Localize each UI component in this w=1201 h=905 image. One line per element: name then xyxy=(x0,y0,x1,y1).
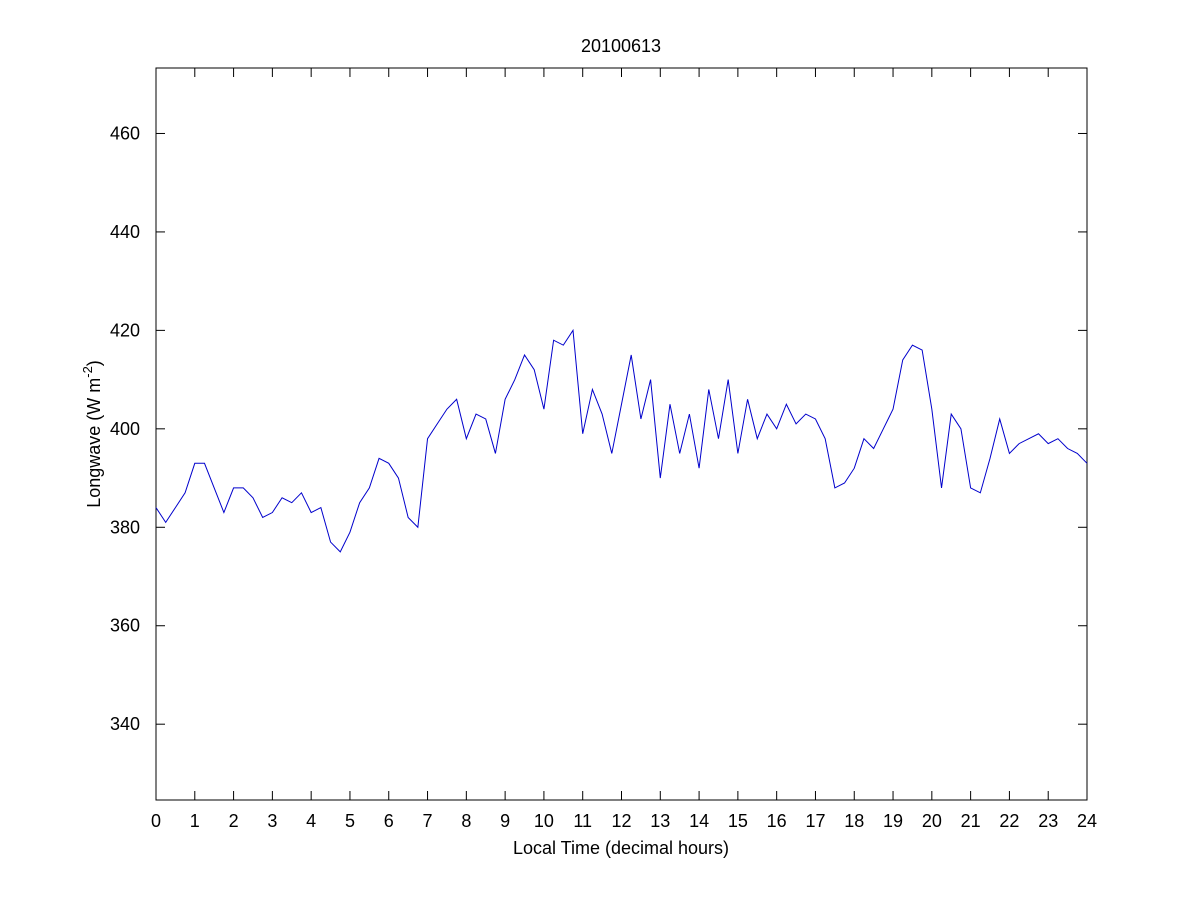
x-tick-label: 19 xyxy=(883,811,903,831)
x-tick-label: 0 xyxy=(151,811,161,831)
x-tick-label: 9 xyxy=(500,811,510,831)
x-tick-label: 22 xyxy=(999,811,1019,831)
x-tick-label: 1 xyxy=(190,811,200,831)
x-tick-label: 15 xyxy=(728,811,748,831)
y-axis-label-superscript: -2 xyxy=(80,366,95,378)
x-tick-label: 17 xyxy=(805,811,825,831)
y-tick-label: 400 xyxy=(110,419,140,439)
data-line xyxy=(155,328,1088,553)
x-tick-label: 24 xyxy=(1077,811,1097,831)
x-tick-label: 20 xyxy=(922,811,942,831)
x-tick-label: 13 xyxy=(650,811,670,831)
y-tick-label: 420 xyxy=(110,320,140,340)
x-tick-label: 8 xyxy=(461,811,471,831)
y-tick-label: 360 xyxy=(110,616,140,636)
x-tick-label: 21 xyxy=(961,811,981,831)
y-axis-label-suffix: ) xyxy=(84,360,104,366)
x-tick-label: 12 xyxy=(611,811,631,831)
x-tick-label: 16 xyxy=(767,811,787,831)
x-tick-label: 6 xyxy=(384,811,394,831)
y-tick-label: 460 xyxy=(110,123,140,143)
y-tick-label: 440 xyxy=(110,222,140,242)
x-axis-label: Local Time (decimal hours) xyxy=(513,838,729,858)
y-axis-label-text: Longwave (W m xyxy=(84,378,104,508)
x-tick-label: 3 xyxy=(267,811,277,831)
x-tick-label: 11 xyxy=(573,811,592,831)
x-tick-label: 2 xyxy=(229,811,239,831)
x-tick-label: 10 xyxy=(534,811,554,831)
x-tick-label: 18 xyxy=(844,811,864,831)
x-tick-label: 23 xyxy=(1038,811,1058,831)
y-axis-label: Longwave (W m-2) xyxy=(80,360,104,508)
x-tick-label: 7 xyxy=(423,811,433,831)
x-tick-label: 5 xyxy=(345,811,355,831)
y-tick-label: 380 xyxy=(110,517,140,537)
x-tick-label: 14 xyxy=(689,811,709,831)
y-tick-label: 340 xyxy=(110,714,140,734)
x-tick-label: 4 xyxy=(306,811,316,831)
chart-title: 20100613 xyxy=(581,36,661,56)
plot-area xyxy=(155,67,1088,801)
